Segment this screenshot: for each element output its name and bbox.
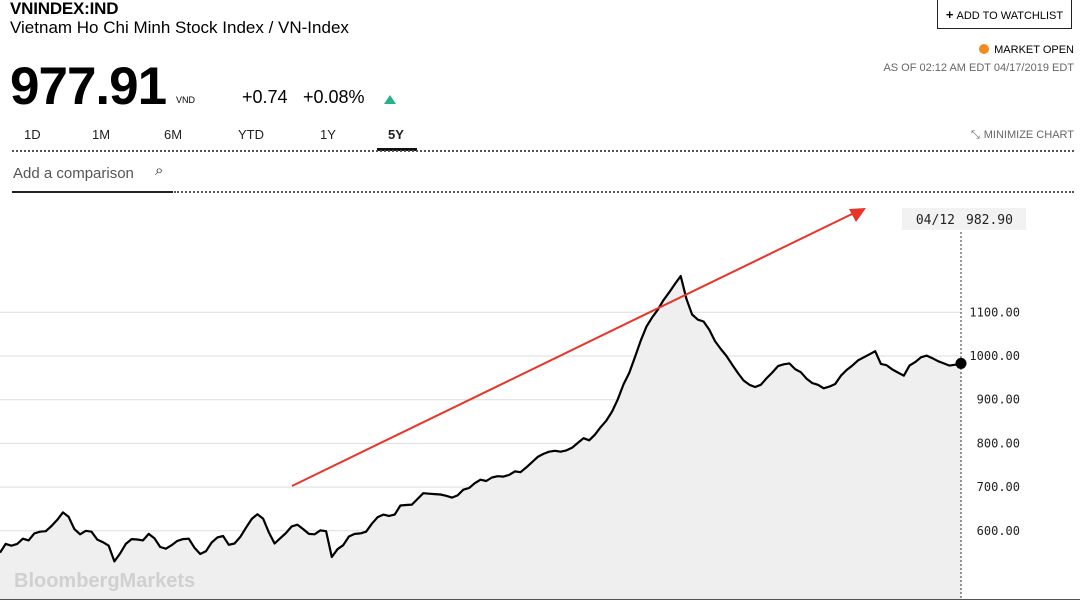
last-price: 977.91 xyxy=(10,57,167,116)
up-arrow-icon xyxy=(384,95,396,104)
plus-icon: + xyxy=(945,7,954,22)
y-tick-label: 700.00 xyxy=(977,480,1020,494)
tabs-divider xyxy=(12,150,1074,152)
tab-5y[interactable]: 5Y xyxy=(388,127,404,142)
comparison-underline xyxy=(12,191,173,193)
trend-arrow-line xyxy=(291,213,853,487)
search-icon[interactable]: ⌕ xyxy=(155,162,164,179)
watchlist-label: ADD TO WATCHLIST xyxy=(956,10,1064,22)
tab-1m[interactable]: 1M xyxy=(92,127,111,142)
hover-label-box xyxy=(902,208,1026,230)
market-status-dot-icon xyxy=(979,44,990,54)
price-line xyxy=(0,274,962,563)
hover-date: 04/12 xyxy=(916,213,955,228)
tab-6m[interactable]: 6M xyxy=(164,127,183,142)
last-point-marker xyxy=(955,357,967,369)
y-tick-label: 1000.00 xyxy=(969,349,1020,363)
index-name: Vietnam Ho Chi Minh Stock Index / VN-Ind… xyxy=(10,18,349,37)
market-status-label: MARKET OPEN xyxy=(994,44,1074,56)
bloomberg-markets-logo: BloombergMarkets xyxy=(14,570,196,592)
as-of-timestamp: AS OF 02:12 AM EDT 04/17/2019 EDT xyxy=(883,62,1074,74)
price-change-percent: +0.08% xyxy=(303,87,365,107)
ticker-symbol: VNINDEX:IND xyxy=(10,0,119,18)
minimize-chart-button[interactable]: ⤡ MINIMIZE CHART xyxy=(971,129,1074,142)
comparison-divider xyxy=(174,191,1074,193)
minimize-label: MINIMIZE CHART xyxy=(983,129,1074,141)
tab-1d[interactable]: 1D xyxy=(24,127,41,142)
currency-code: VND xyxy=(176,95,196,105)
price-area xyxy=(0,276,961,600)
y-tick-label: 600.00 xyxy=(977,524,1020,538)
tab-ytd[interactable]: YTD xyxy=(238,127,264,142)
add-to-watchlist-button[interactable]: + ADD TO WATCHLIST xyxy=(937,0,1072,29)
trend-arrowhead-icon xyxy=(849,208,866,222)
minimize-icon: ⤡ xyxy=(970,129,980,141)
y-tick-label: 900.00 xyxy=(977,393,1020,407)
active-tab-indicator xyxy=(377,148,417,151)
market-status: MARKET OPEN xyxy=(979,44,1074,56)
y-tick-label: 1100.00 xyxy=(969,305,1020,319)
y-tick-label: 800.00 xyxy=(977,436,1020,450)
tab-1y[interactable]: 1Y xyxy=(320,127,336,142)
comparison-input[interactable]: Add a comparison xyxy=(13,165,134,182)
price-change: +0.74 xyxy=(242,87,288,107)
hover-value: 982.90 xyxy=(966,213,1013,228)
